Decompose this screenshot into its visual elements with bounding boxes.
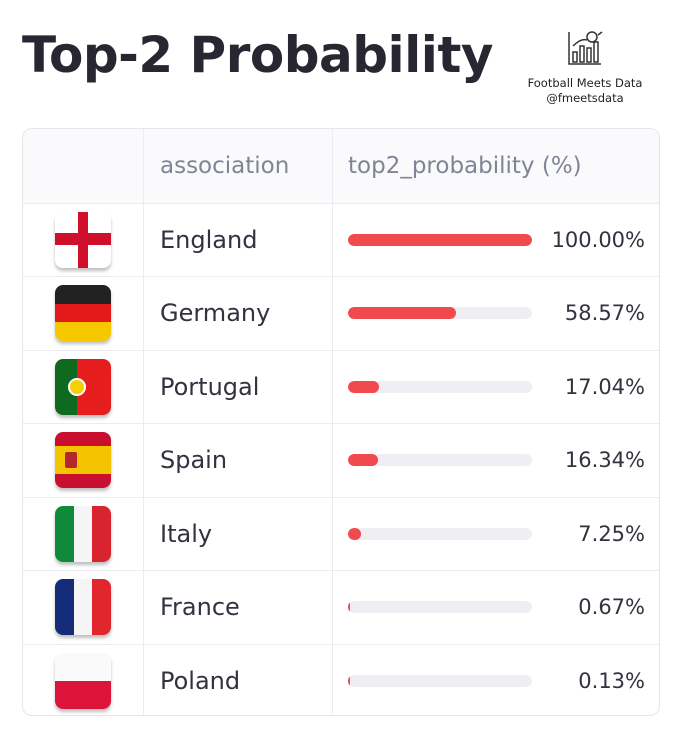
spain-flag-icon (55, 432, 111, 489)
probability-label: 0.67% (578, 595, 645, 620)
brand-name: Football Meets Data (527, 76, 643, 90)
germany-flag-icon (55, 285, 111, 342)
probability-bar-track (348, 233, 532, 246)
probability-label: 100.00% (551, 227, 645, 252)
probability-cell[interactable]: 7.25% (333, 498, 659, 571)
brand-handle: @fmeetsdata (546, 91, 624, 105)
probability-bar-track (348, 527, 532, 540)
probability-label: 0.13% (578, 668, 645, 693)
flag-cell[interactable] (23, 277, 144, 350)
portugal-flag-icon (55, 358, 111, 415)
association-cell[interactable]: France (144, 571, 333, 644)
table-header: association top2_probability (%) (23, 129, 659, 203)
probability-bar-track (348, 380, 532, 393)
flag-cell[interactable] (23, 203, 144, 276)
flag-cell[interactable] (23, 571, 144, 644)
page-title: Top-2 Probability (22, 26, 493, 84)
association-cell[interactable]: Portugal (144, 350, 333, 423)
probability-bar (348, 233, 532, 246)
table-row: Italy 7.25% (23, 496, 659, 571)
probability-label: 58.57% (564, 301, 645, 326)
probability-bar-track (348, 454, 532, 467)
brand: Football Meets Data @fmeetsdata (515, 28, 655, 106)
table-row: Spain 16.34% (23, 423, 659, 497)
france-flag-icon (55, 579, 111, 636)
italy-flag-icon (55, 505, 111, 562)
flag-cell[interactable] (23, 497, 144, 570)
probability-cell[interactable]: 100.00% (333, 204, 659, 277)
probability-bar (348, 380, 380, 393)
england-flag-icon (55, 211, 111, 268)
probability-cell[interactable]: 17.04% (333, 351, 659, 424)
probability-bar (348, 454, 379, 467)
flag-cell[interactable] (23, 424, 144, 497)
probability-cell[interactable]: 0.13% (333, 645, 659, 716)
probability-bar-track (348, 601, 532, 614)
table-row: France 0.67% (23, 570, 659, 644)
table-row: Poland 0.13% (23, 643, 659, 716)
probability-bar (348, 527, 362, 540)
header-probability[interactable]: top2_probability (%) (348, 152, 582, 179)
poland-flag-icon (55, 652, 111, 709)
header-flag[interactable] (23, 129, 144, 203)
chart-football-logo-icon (568, 31, 603, 65)
probability-bar-track (348, 674, 532, 687)
probability-label: 16.34% (564, 448, 645, 473)
flag-cell[interactable] (23, 350, 144, 423)
header-association[interactable]: association (144, 129, 333, 203)
association-cell[interactable]: Italy (144, 497, 333, 570)
probability-cell[interactable]: 58.57% (333, 277, 659, 350)
probability-bar (348, 601, 350, 614)
data-table: association top2_probability (%) England… (22, 128, 660, 716)
association-cell[interactable]: Spain (144, 424, 333, 497)
probability-cell[interactable]: 0.67% (333, 571, 659, 644)
probability-bar (348, 674, 350, 687)
flag-cell[interactable] (23, 644, 144, 715)
probability-bar (348, 307, 456, 320)
association-cell[interactable]: Germany (144, 277, 333, 350)
probability-label: 7.25% (578, 521, 645, 546)
table-row: England 100.00% (23, 202, 659, 277)
table-row: Portugal 17.04% (23, 349, 659, 424)
table-row: Germany 58.57% (23, 276, 659, 350)
association-cell[interactable]: England (144, 203, 333, 276)
probability-cell[interactable]: 16.34% (333, 424, 659, 497)
probability-bar-track (348, 307, 532, 320)
probability-label: 17.04% (564, 374, 645, 399)
association-cell[interactable]: Poland (144, 644, 333, 715)
